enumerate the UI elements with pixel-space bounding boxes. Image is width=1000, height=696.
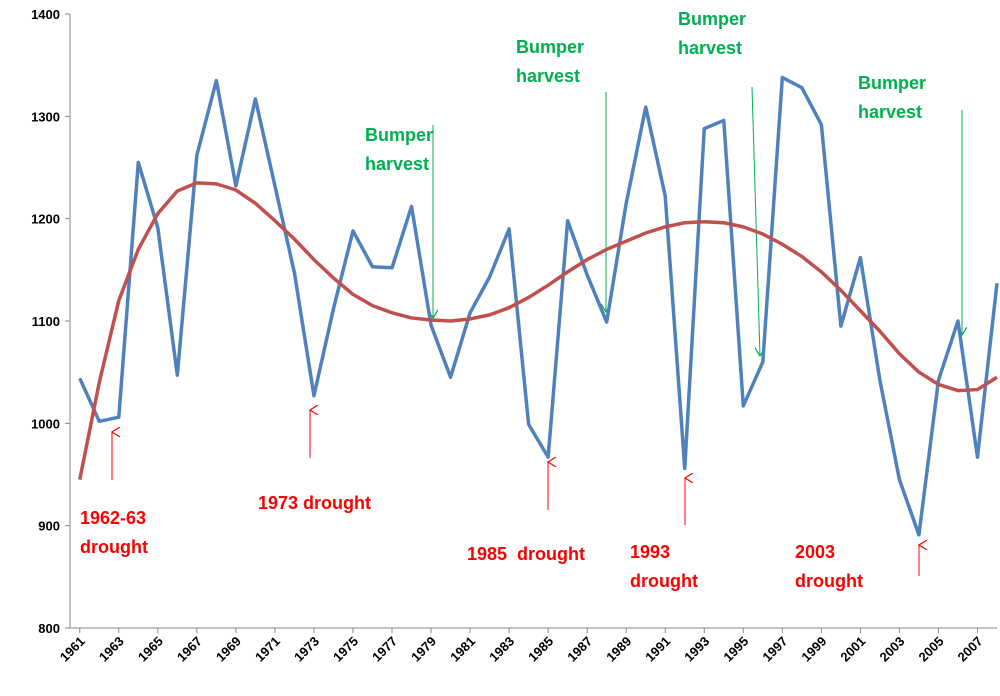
arrows xyxy=(112,86,962,576)
annotation: 2003 xyxy=(795,542,835,562)
arrow xyxy=(751,86,760,356)
x-tick-label: 1981 xyxy=(447,634,478,665)
x-tick-label: 1983 xyxy=(486,634,517,665)
x-tick-label: 1977 xyxy=(369,634,400,665)
annotation: Bumper xyxy=(678,9,746,29)
x-tick-label: 1987 xyxy=(564,634,595,665)
x-tick-label: 1979 xyxy=(408,634,439,665)
y-tick-label: 900 xyxy=(38,519,60,534)
x-tick-label: 1967 xyxy=(174,634,205,665)
annotation: harvest xyxy=(678,38,742,58)
x-tick-label: 1999 xyxy=(798,634,829,665)
annotation: Bumper xyxy=(365,125,433,145)
x-tick-label: 2003 xyxy=(876,634,907,665)
x-tick-label: 2005 xyxy=(916,634,947,665)
x-tick-label: 1971 xyxy=(252,634,283,665)
annotation: 1993 xyxy=(630,542,670,562)
x-tick-label: 1961 xyxy=(57,634,88,665)
annotation: harvest xyxy=(365,154,429,174)
x-tick-label: 1993 xyxy=(681,634,712,665)
x-tick-label: 1995 xyxy=(720,634,751,665)
annotation: 1985 drought xyxy=(467,544,585,564)
x-tick-label: 2001 xyxy=(837,634,868,665)
x-tick-label: 1989 xyxy=(603,634,634,665)
annotation: drought xyxy=(795,571,863,591)
x-tick-label: 1973 xyxy=(291,634,322,665)
series-line xyxy=(78,75,999,537)
annotation: Bumper xyxy=(858,73,926,93)
y-tick-label: 1300 xyxy=(31,109,60,124)
y-tick-label: 1000 xyxy=(31,416,60,431)
annotation: harvest xyxy=(858,102,922,122)
x-tick-label: 1991 xyxy=(642,634,673,665)
y-tick-label: 1100 xyxy=(32,314,60,329)
annotation: drought xyxy=(80,537,148,557)
y-tick-label: 800 xyxy=(38,621,60,636)
x-tick-label: 1985 xyxy=(525,634,556,665)
annotation: harvest xyxy=(516,66,580,86)
x-tick-label: 1969 xyxy=(213,634,244,665)
y-tick-label: 1400 xyxy=(31,7,60,22)
x-tick-label: 2007 xyxy=(955,634,986,665)
annotation: 1962-63 xyxy=(80,508,146,528)
x-tick-label: 1963 xyxy=(96,634,127,665)
x-tick-label: 1975 xyxy=(330,634,361,665)
y-tick-label: 1200 xyxy=(31,212,60,227)
x-tick-label: 1965 xyxy=(135,634,166,665)
x-tick-label: 1997 xyxy=(759,634,790,665)
annotation: drought xyxy=(630,571,698,591)
annotation: Bumper xyxy=(516,37,584,57)
series-line xyxy=(78,181,998,480)
annotation: 1973 drought xyxy=(258,493,371,513)
